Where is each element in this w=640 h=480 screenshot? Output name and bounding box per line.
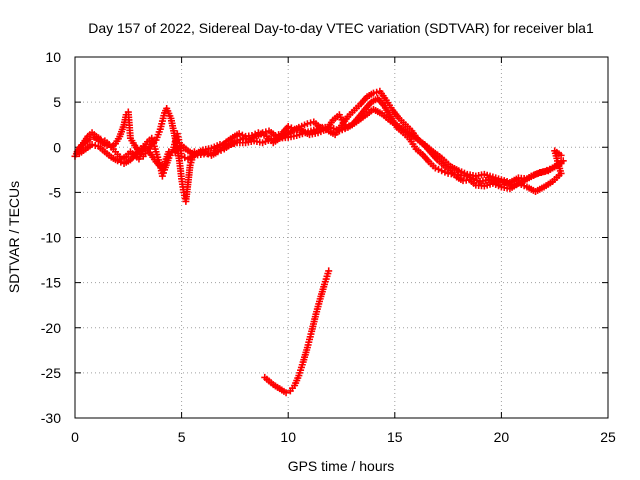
y-tick-label: -10 [41, 230, 61, 246]
data-point [325, 267, 333, 275]
data-point [159, 169, 167, 177]
data-point [248, 132, 256, 140]
data-points [71, 87, 567, 397]
data-point [557, 159, 565, 167]
data-point [91, 141, 99, 149]
data-point [88, 141, 96, 149]
y-axis-label: SDTVAR / TECUs [6, 181, 22, 293]
data-point [238, 131, 246, 139]
plot-frame [74, 56, 609, 419]
y-tick-label: -15 [41, 275, 61, 291]
y-tick-label: -5 [49, 184, 62, 200]
grid-lines [75, 57, 608, 418]
y-tick-label: -20 [41, 320, 61, 336]
data-point [303, 120, 311, 128]
y-tick-label: 0 [53, 139, 61, 155]
x-tick-label: 25 [600, 429, 616, 445]
x-tick-label: 10 [280, 429, 296, 445]
data-point [438, 167, 446, 175]
data-point [178, 152, 186, 160]
axis-ticks: 0 5 10 15 20 25 -30 -25 -20 -15 -10 -5 0 5 10 [41, 49, 616, 445]
data-point [557, 151, 565, 159]
x-tick-label: 20 [494, 429, 510, 445]
series-track-3 [75, 105, 565, 186]
x-axis-label: GPS time / hours [288, 458, 395, 474]
data-point [373, 88, 381, 96]
series-track-4 [261, 267, 333, 397]
data-point [284, 122, 292, 130]
data-point [431, 164, 439, 172]
data-point [114, 157, 122, 165]
y-tick-label: -25 [41, 365, 61, 381]
data-point [369, 89, 377, 97]
data-point [282, 389, 290, 397]
data-point [235, 130, 243, 138]
data-point [97, 135, 105, 143]
chart-title: Day 157 of 2022, Sidereal Day-to-day VTE… [88, 20, 594, 36]
y-tick-label: 10 [45, 49, 61, 65]
x-tick-label: 15 [387, 429, 403, 445]
data-point [441, 168, 449, 176]
x-tick-label: 5 [178, 429, 186, 445]
data-point [158, 172, 166, 180]
data-point [251, 130, 259, 138]
y-tick-label: 5 [53, 94, 61, 110]
data-point [307, 119, 315, 127]
x-tick-label: 0 [71, 429, 79, 445]
data-point [435, 165, 443, 173]
y-tick-label: -30 [41, 410, 61, 426]
data-point [473, 176, 481, 184]
